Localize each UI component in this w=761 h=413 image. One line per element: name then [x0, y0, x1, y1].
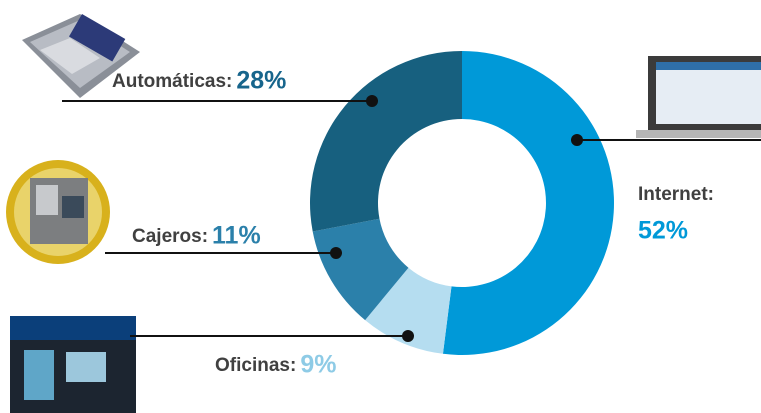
laptop-icon	[636, 56, 761, 138]
value-label: 11%	[212, 222, 261, 250]
donut-slice	[312, 218, 409, 321]
category-label: Cajeros:	[132, 226, 208, 247]
value-label: 9%	[300, 351, 336, 379]
category-label: Internet:	[638, 184, 714, 205]
terminal-icon	[22, 14, 140, 98]
leader-dot	[402, 330, 414, 342]
leader-dot	[366, 95, 378, 107]
donut-slice	[365, 267, 452, 354]
leader-dot	[571, 134, 583, 146]
donut-slice	[442, 51, 614, 355]
donut-slice	[310, 51, 462, 232]
office-icon	[10, 316, 136, 413]
leader-dot	[330, 247, 342, 259]
atm-icon	[6, 160, 110, 264]
category-label: Oficinas:	[215, 355, 296, 376]
value-label: 52%	[638, 217, 688, 245]
category-label: Automáticas:	[112, 71, 232, 92]
value-label: 28%	[236, 67, 286, 95]
